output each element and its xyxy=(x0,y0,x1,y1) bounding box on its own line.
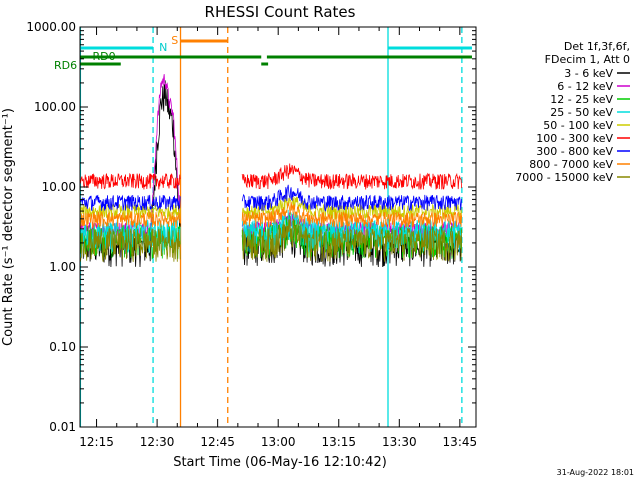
y-tick-label: 1000.00 xyxy=(26,20,76,34)
s-label: S xyxy=(171,34,178,47)
y-tick-label: 0.01 xyxy=(49,420,76,434)
legend-entry-label: 6 - 12 keV xyxy=(557,80,613,93)
x-axis-label: Start Time (06-May-16 12:10:42) xyxy=(173,455,387,470)
n-label: N xyxy=(159,41,167,54)
x-tick-label: 12:45 xyxy=(200,435,235,449)
legend-entry-label: 800 - 7000 keV xyxy=(529,158,613,171)
legend-entry-label: 300 - 800 keV xyxy=(536,145,613,158)
chart-title: RHESSI Count Rates xyxy=(205,3,356,21)
x-tick-label: 13:45 xyxy=(443,435,478,449)
y-tick-label: 0.10 xyxy=(49,340,76,354)
date-stamp: 31-Aug-2022 18:01 xyxy=(557,468,634,477)
legend-header-line-1: Det 1f,3f,6f, xyxy=(564,40,630,53)
series-trace xyxy=(241,184,462,212)
series-trace xyxy=(80,172,181,190)
series-trace xyxy=(241,201,462,229)
legend-entry-label: 7000 - 15000 keV xyxy=(515,171,613,184)
legend-header-line-2: FDecim 1, Att 0 xyxy=(545,53,630,66)
legend-entry-label: 3 - 6 keV xyxy=(564,67,613,80)
x-tick-label: 12:15 xyxy=(79,435,114,449)
y-tick-label: 10.00 xyxy=(42,180,76,194)
legend-entry-label: 12 - 25 keV xyxy=(550,93,613,106)
y-tick-label: 1.00 xyxy=(49,260,76,274)
y-axis: 1000.00 100.00 10.00 1.00 0.10 0.01 xyxy=(26,20,476,434)
series-trace xyxy=(80,211,181,229)
y-tick-label: 100.00 xyxy=(34,100,76,114)
y-axis-label: Count Rate (s⁻¹ detector segment⁻¹) xyxy=(1,108,16,346)
series-trace xyxy=(80,194,181,211)
x-axis: 12:15 12:30 12:45 13:00 13:15 13:30 13:45 xyxy=(79,27,477,449)
x-tick-label: 12:30 xyxy=(140,435,175,449)
legend-entry-label: 100 - 300 keV xyxy=(536,132,613,145)
x-tick-label: 13:15 xyxy=(321,435,356,449)
series-group xyxy=(80,74,462,268)
legend-entry-label: 25 - 50 keV xyxy=(550,106,613,119)
series-trace xyxy=(80,228,181,262)
x-tick-label: 13:30 xyxy=(382,435,417,449)
rd0-label: RD0 xyxy=(93,50,116,63)
rd6-label: RD6 xyxy=(54,59,77,72)
x-tick-label: 13:00 xyxy=(261,435,296,449)
series-trace xyxy=(241,218,462,262)
series-trace xyxy=(241,163,462,190)
legend-entry-label: 50 - 100 keV xyxy=(543,119,613,132)
